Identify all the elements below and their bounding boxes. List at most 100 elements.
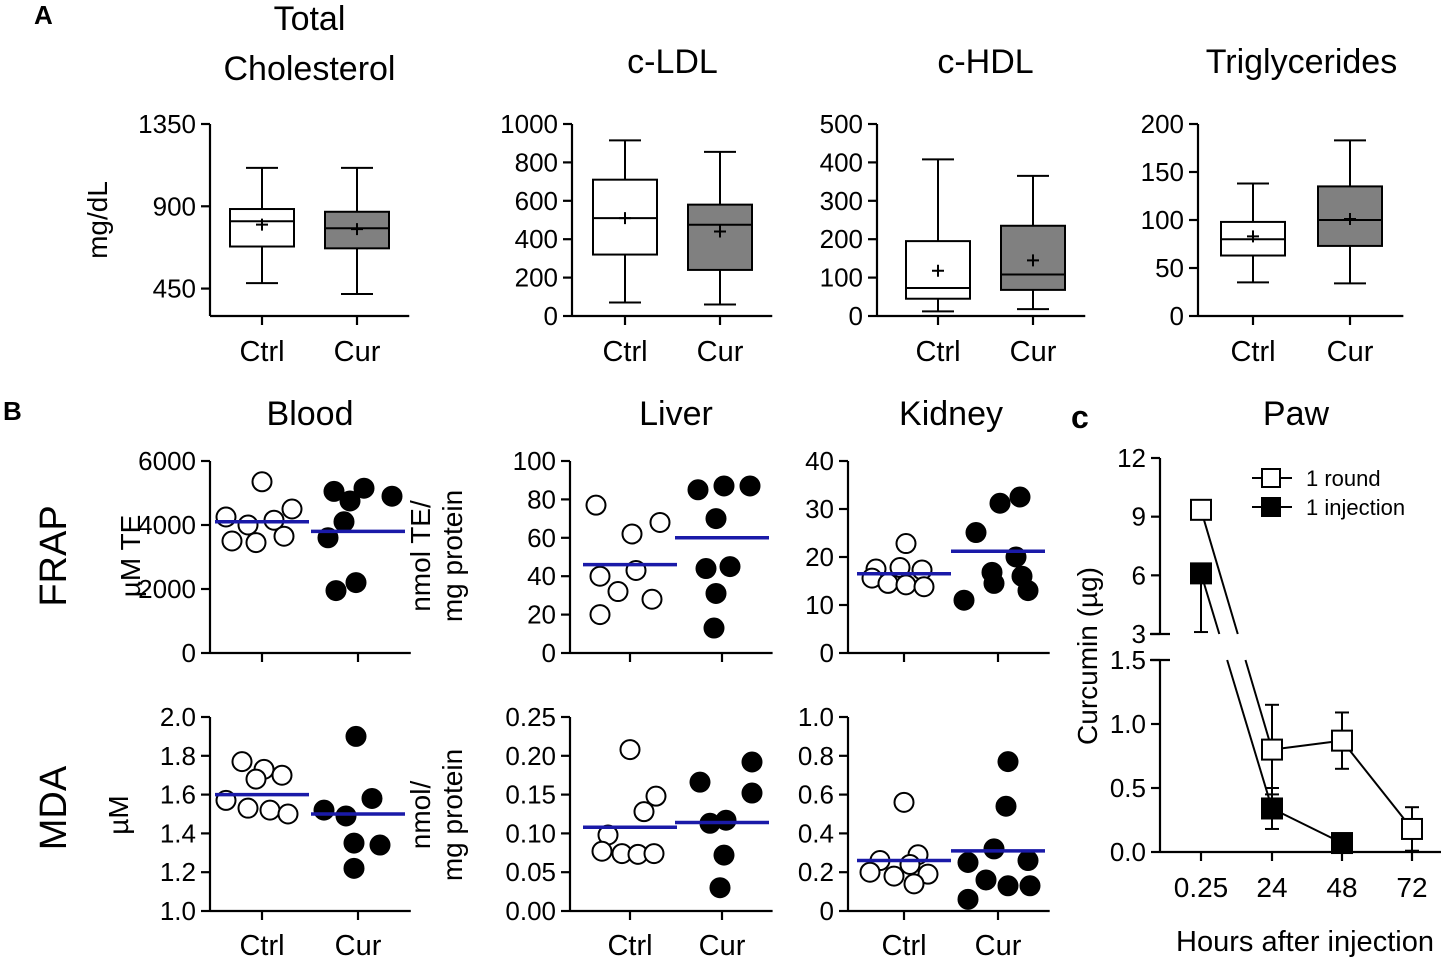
data-point (997, 751, 1019, 773)
x-tick-label: Cur (1327, 336, 1374, 368)
data-point (645, 785, 667, 807)
y-tick-label: 10 (805, 590, 834, 620)
chart-title: Kidney (899, 395, 1003, 433)
data-point (895, 533, 917, 555)
y-tick-label: 1.8 (160, 741, 196, 771)
data-point (369, 834, 391, 856)
data-point (323, 480, 345, 502)
data-point (589, 565, 611, 587)
data-point (589, 604, 611, 626)
scatter-chart-frap_liver: Liver nmol TE/mg protein 0 20 40 60 80 100 (405, 395, 773, 668)
box-cur (1000, 174, 1066, 311)
y-axis-label: mg/dL (82, 181, 113, 259)
row-label-mda: MDA (33, 765, 75, 850)
data-point (965, 522, 987, 544)
data-point (1017, 850, 1039, 872)
legend-marker (1261, 468, 1281, 488)
panel-label-c: c (1071, 399, 1089, 435)
data-point (1401, 817, 1423, 840)
y-tick-label: 1.5 (1110, 645, 1146, 675)
row-label-frap: FRAP (33, 505, 75, 606)
box-mean-marker (256, 218, 268, 231)
y-tick-label: 6000 (138, 446, 196, 476)
data-point (957, 852, 979, 873)
box-ctrl (592, 139, 658, 304)
data-point (895, 574, 917, 596)
line-chart-paw: Paw Curcumin (µg) 3 6 9 12 0.0 0.5 1.0 1.5 0.25 24 4… (1072, 395, 1441, 958)
box-chart-tc: Total Cholesterol mg/dL 450 900 1350 Ctrl Cur (82, 0, 410, 368)
y-tick-label: 6 (1132, 560, 1146, 590)
series-line (1226, 659, 1273, 809)
data-point (273, 525, 295, 547)
data-point (705, 508, 727, 530)
y-tick-label: 0.2 (798, 857, 834, 887)
box-ctrl (905, 158, 971, 313)
y-tick-label: 150 (1141, 157, 1184, 187)
y-tick-label: 500 (820, 109, 863, 139)
data-point (695, 558, 717, 580)
y-tick-label: 0 (820, 896, 834, 926)
box-chart-hdl: c-HDL 0 100 200 300 400 500 Ctrl Cur (820, 43, 1086, 368)
y-tick-label: 1.0 (1110, 709, 1146, 739)
x-tick-label: Ctrl (607, 930, 652, 959)
scatter-chart-mda_blood: µM 1.0 1.2 1.4 1.6 1.8 2.0 Ctrl Cur (103, 702, 411, 959)
data-point (953, 589, 975, 611)
data-point (619, 739, 641, 761)
data-point (345, 572, 367, 594)
x-tick-label: Cur (975, 930, 1022, 959)
data-point (245, 768, 267, 790)
data-point (313, 799, 335, 821)
data-point (997, 875, 1019, 897)
data-point (343, 857, 365, 879)
y-tick-label: 1.6 (160, 780, 196, 810)
box-mean-marker (1344, 213, 1356, 226)
box-mean-marker (714, 225, 726, 238)
y-tick-label: 800 (515, 147, 558, 177)
x-tick-label: Ctrl (239, 336, 284, 368)
data-point (715, 809, 737, 831)
data-point (353, 477, 375, 499)
y-tick-label: 0 (182, 638, 196, 668)
data-point (231, 751, 253, 773)
box-cur (687, 150, 753, 306)
panel-label-a: A (34, 0, 53, 30)
y-axis-label: nmol TE/ (405, 500, 436, 612)
data-point (591, 840, 613, 862)
data-point (643, 843, 665, 865)
series-one-round (1190, 498, 1423, 852)
box-cur (1317, 139, 1383, 285)
data-point (983, 572, 1005, 594)
data-point (975, 869, 997, 891)
data-point (709, 877, 731, 899)
data-point (339, 490, 361, 512)
box-chart-tg: Triglycerides 0 50 100 150 200 Ctrl Cur (1141, 43, 1404, 368)
data-point (983, 838, 1005, 860)
data-point (1331, 729, 1353, 752)
data-point (237, 797, 259, 819)
y-tick-label: 0.15 (505, 780, 556, 810)
y-tick-label: 450 (153, 274, 196, 304)
y-tick-label: 20 (527, 600, 556, 630)
y-tick-label: 0 (820, 638, 834, 668)
y-tick-label: 200 (1141, 109, 1184, 139)
y-tick-label: 0.0 (1110, 837, 1146, 867)
y-axis-label: nmol/ (405, 781, 436, 850)
box-mean-marker (619, 212, 631, 225)
data-point (877, 572, 899, 594)
y-axis-label: µM (103, 795, 134, 834)
data-point (1190, 562, 1212, 585)
y-tick-label: 2000 (138, 574, 196, 604)
series-line (1244, 659, 1273, 750)
y-tick-label: 3 (1132, 619, 1146, 649)
data-point (335, 805, 357, 827)
y-tick-label: 4000 (138, 510, 196, 540)
points-ctrl (583, 494, 677, 626)
data-point (277, 803, 299, 825)
y-tick-label: 0.00 (505, 896, 556, 926)
points-cur (311, 725, 405, 879)
x-tick-label: Cur (335, 930, 382, 959)
data-point (859, 861, 881, 883)
chart-title: Triglycerides (1206, 43, 1397, 81)
data-point (957, 888, 979, 910)
